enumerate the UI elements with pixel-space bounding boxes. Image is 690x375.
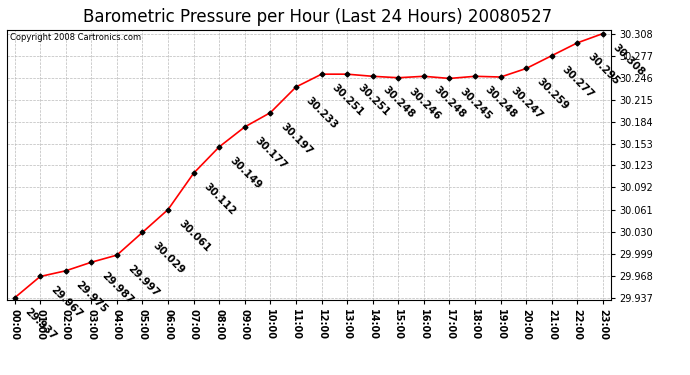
Text: 30.251: 30.251 [355,82,391,118]
Text: 30.197: 30.197 [279,121,314,156]
Text: 30.177: 30.177 [253,135,289,171]
Text: 30.308: 30.308 [611,42,647,77]
Text: Copyright 2008 Cartronics.com: Copyright 2008 Cartronics.com [10,33,141,42]
Text: 29.975: 29.975 [74,279,110,315]
Text: 30.248: 30.248 [381,85,417,120]
Text: 29.997: 29.997 [126,264,161,299]
Text: 30.246: 30.246 [406,86,442,122]
Text: 30.061: 30.061 [177,218,212,254]
Text: 30.277: 30.277 [560,64,596,100]
Text: 30.233: 30.233 [304,95,340,131]
Text: 30.251: 30.251 [330,82,366,118]
Text: 30.248: 30.248 [432,85,468,120]
Text: 30.295: 30.295 [586,51,621,87]
Text: 29.937: 29.937 [23,306,59,342]
Text: 29.987: 29.987 [99,271,135,306]
Text: 30.248: 30.248 [484,85,519,120]
Text: 30.245: 30.245 [457,87,493,122]
Text: 30.029: 30.029 [151,241,186,276]
Text: 30.149: 30.149 [228,155,263,191]
Text: 30.112: 30.112 [202,182,237,217]
Text: Barometric Pressure per Hour (Last 24 Hours) 20080527: Barometric Pressure per Hour (Last 24 Ho… [83,8,552,26]
Text: 29.967: 29.967 [48,285,84,320]
Text: 30.247: 30.247 [509,86,544,121]
Text: 30.259: 30.259 [535,77,570,112]
